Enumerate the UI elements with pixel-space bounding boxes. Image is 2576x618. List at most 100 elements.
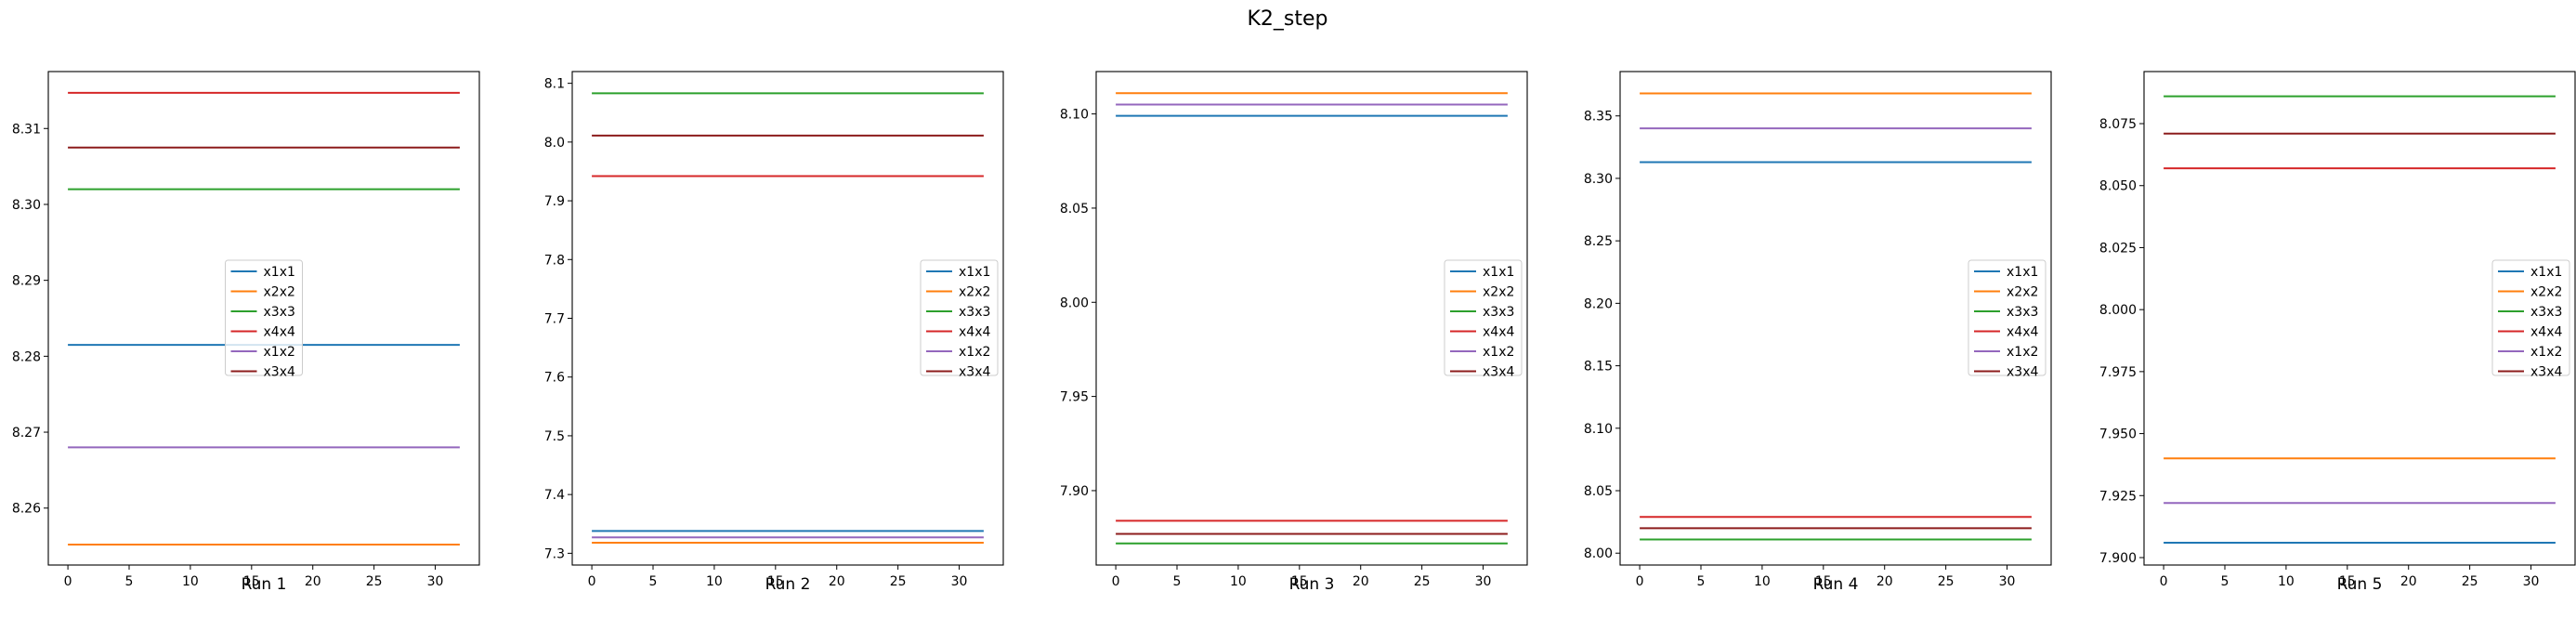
subplot-run-4: 0 5 10 15 20 25 30 8.00 8.05 8.10 8.15 8.20 8.25 8.30… <box>1584 71 2052 594</box>
x-tick-label: 30 <box>427 574 444 589</box>
y-tick-label: 8.29 <box>12 274 41 289</box>
legend-label-x3x3: x3x3 <box>959 305 990 320</box>
y-tick-label: 8.28 <box>12 349 41 364</box>
x-tick-label: 20 <box>829 574 845 589</box>
legend: x1x1 x2x2 x3x3 x4x4 x1x2 x3x4 <box>2491 259 2570 380</box>
legend-box <box>225 259 303 376</box>
y-tick-label: 7.90 <box>1060 484 1089 499</box>
legend-label-x2x2: x2x2 <box>2007 285 2038 300</box>
legend-label-x1x2: x1x2 <box>1483 345 1514 360</box>
x-tick-label: 5 <box>125 574 134 589</box>
x-tick-label: 0 <box>1112 574 1120 589</box>
y-tick-label: 8.00 <box>1060 296 1089 310</box>
legend-box <box>1444 259 1523 376</box>
y-tick-label: 7.900 <box>2099 551 2137 566</box>
y-tick-label: 8.050 <box>2099 179 2137 194</box>
legend: x1x1 x2x2 x3x3 x4x4 x1x2 x3x4 <box>1968 259 2046 380</box>
y-tick-label: 8.10 <box>1584 422 1613 437</box>
x-tick-label: 0 <box>1636 574 1644 589</box>
y-tick-label: 8.10 <box>1060 108 1089 123</box>
y-tick-label: 8.15 <box>1584 360 1613 375</box>
y-tick-label: 7.7 <box>544 312 565 327</box>
legend-label-x1x2: x1x2 <box>959 345 990 360</box>
x-tick-label: 15 <box>2339 574 2356 589</box>
subplot-run-3: 0 5 10 15 20 25 30 7.90 7.95 8.00 8.05 8.10 Run 3 x1x… <box>1060 71 1528 594</box>
legend-label-x4x4: x4x4 <box>2007 325 2038 340</box>
legend-label-x3x4: x3x4 <box>2007 365 2038 380</box>
x-tick-label: 10 <box>2278 574 2295 589</box>
legend-label-x1x2: x1x2 <box>264 345 295 360</box>
x-axis-label: Run 5 <box>2337 575 2383 594</box>
subplot-panels: 0 5 10 15 20 25 30 8.26 8.27 8.28 8.29 8.30 8.31 Run … <box>12 71 2576 594</box>
legend-label-x3x4: x3x4 <box>264 365 295 380</box>
y-tick-label: 8.1 <box>544 77 565 92</box>
y-tick-label: 8.00 <box>1584 546 1613 561</box>
legend-label-x3x3: x3x3 <box>264 305 295 320</box>
y-tick-label: 7.3 <box>544 546 565 561</box>
x-tick-label: 20 <box>2400 574 2417 589</box>
x-tick-label: 30 <box>1475 574 1492 589</box>
legend-label-x4x4: x4x4 <box>264 325 295 340</box>
y-tick-label: 8.025 <box>2099 241 2137 256</box>
y-tick-label: 8.25 <box>1584 234 1613 249</box>
y-tick-label: 8.05 <box>1060 202 1089 217</box>
x-tick-label: 10 <box>1754 574 1771 589</box>
legend-box <box>1968 259 2046 376</box>
y-tick-label: 7.5 <box>544 429 565 444</box>
x-tick-label: 5 <box>1173 574 1182 589</box>
subplot-run-1: 0 5 10 15 20 25 30 8.26 8.27 8.28 8.29 8.30 8.31 Run … <box>12 71 480 594</box>
legend-label-x1x1: x1x1 <box>264 265 295 280</box>
figure-title: K2_step <box>1247 7 1327 31</box>
x-tick-label: 20 <box>1876 574 1893 589</box>
x-tick-label: 10 <box>706 574 723 589</box>
legend-label-x1x1: x1x1 <box>2007 265 2038 280</box>
x-tick-label: 15 <box>767 574 784 589</box>
axes-frame <box>1095 71 1528 566</box>
legend-label-x1x2: x1x2 <box>2530 345 2562 360</box>
legend-box <box>2491 259 2570 376</box>
x-tick-label: 0 <box>588 574 596 589</box>
y-tick-label: 8.20 <box>1584 296 1613 311</box>
x-tick-label: 25 <box>1414 574 1431 589</box>
legend-label-x4x4: x4x4 <box>2530 325 2562 340</box>
legend-label-x1x1: x1x1 <box>2530 265 2562 280</box>
subplot-run-2: 0 5 10 15 20 25 30 7.3 7.4 7.5 7.6 7.7 7.8 7.9 8.0 8.1 R… <box>544 71 1004 594</box>
x-tick-label: 30 <box>951 574 968 589</box>
x-tick-label: 20 <box>305 574 321 589</box>
legend-box <box>920 259 999 376</box>
x-tick-label: 10 <box>182 574 199 589</box>
x-tick-label: 15 <box>243 574 260 589</box>
y-tick-label: 8.0 <box>544 136 565 151</box>
x-tick-label: 5 <box>1697 574 1706 589</box>
axes-frame <box>1619 71 2052 566</box>
legend-label-x3x4: x3x4 <box>959 365 990 380</box>
x-tick-label: 30 <box>2523 574 2540 589</box>
x-tick-label: 0 <box>2160 574 2168 589</box>
y-tick-label: 7.925 <box>2099 489 2137 504</box>
axes-frame <box>2143 71 2576 566</box>
y-tick-label: 8.35 <box>1584 110 1613 125</box>
y-tick-label: 7.950 <box>2099 427 2137 442</box>
legend-label-x1x1: x1x1 <box>959 265 990 280</box>
legend-label-x3x3: x3x3 <box>1483 305 1514 320</box>
x-tick-label: 5 <box>2221 574 2229 589</box>
x-tick-label: 25 <box>890 574 907 589</box>
legend: x1x1 x2x2 x3x3 x4x4 x1x2 x3x4 <box>1444 259 1523 380</box>
x-tick-label: 25 <box>2462 574 2478 589</box>
x-tick-label: 15 <box>1291 574 1308 589</box>
y-tick-label: 8.05 <box>1584 484 1613 499</box>
x-tick-label: 20 <box>1353 574 1369 589</box>
y-tick-label: 8.30 <box>1584 172 1613 187</box>
y-tick-label: 7.6 <box>544 371 565 386</box>
y-tick-label: 8.000 <box>2099 303 2137 318</box>
legend-label-x4x4: x4x4 <box>1483 325 1514 340</box>
legend-label-x1x1: x1x1 <box>1483 265 1514 280</box>
x-tick-label: 10 <box>1230 574 1247 589</box>
y-tick-label: 8.26 <box>12 502 41 517</box>
legend-label-x3x3: x3x3 <box>2007 305 2038 320</box>
y-tick-label: 7.8 <box>544 253 565 268</box>
axes-frame <box>47 71 480 566</box>
legend: x1x1 x2x2 x3x3 x4x4 x1x2 x3x4 <box>920 259 999 380</box>
